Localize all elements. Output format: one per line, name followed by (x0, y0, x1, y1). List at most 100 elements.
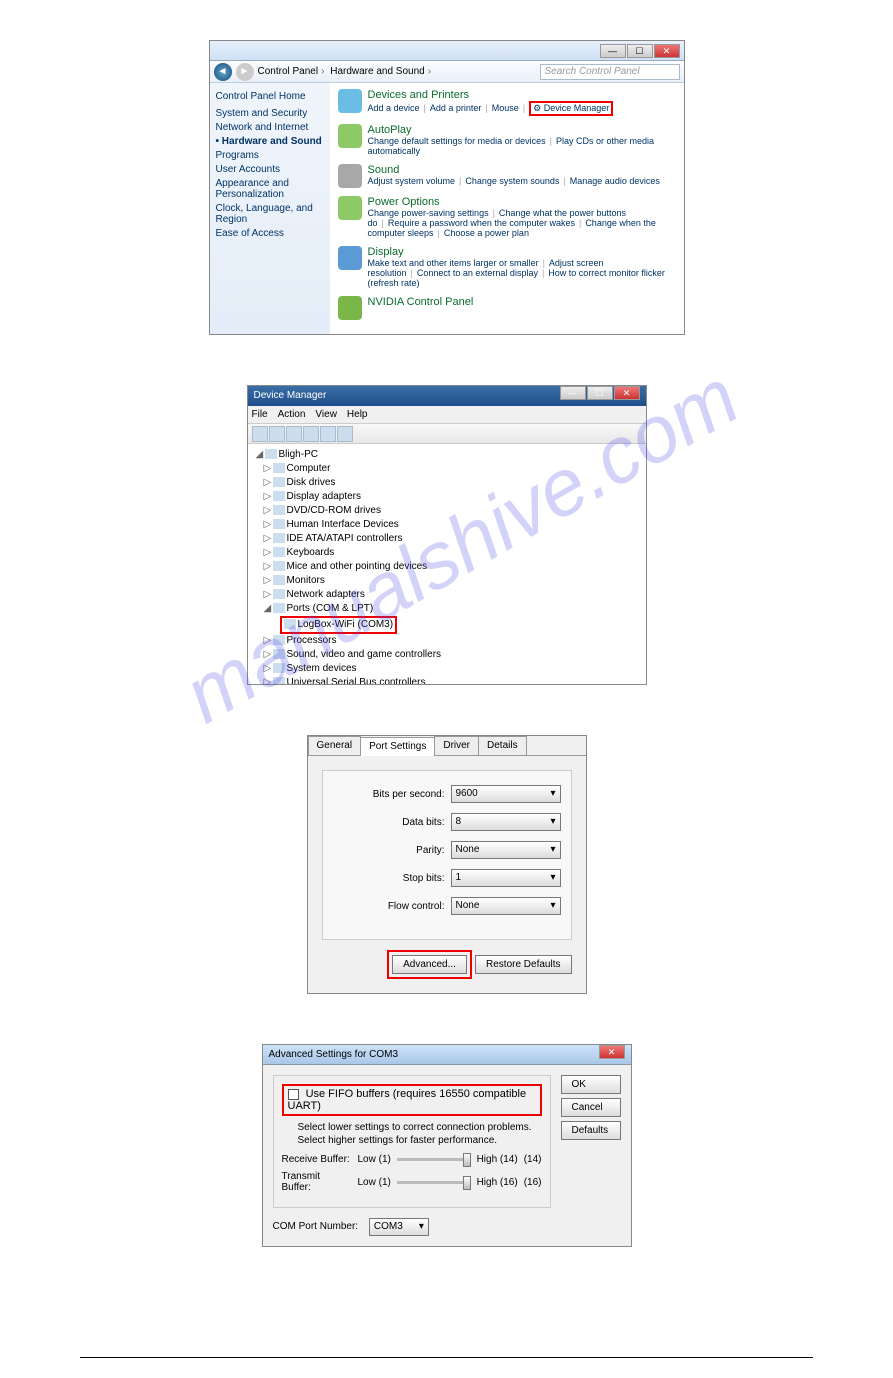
tree-node[interactable]: ▷Sound, video and game controllers (252, 648, 642, 662)
category-link[interactable]: ⚙ Device Manager (529, 101, 613, 116)
device-manager-window: Device Manager — ☐ ✕ FileActionViewHelp … (247, 385, 647, 685)
category: DisplayMake text and other items larger … (338, 246, 676, 288)
field-select[interactable]: None (451, 841, 561, 859)
category-icon (338, 89, 362, 113)
tree-child[interactable]: LogBox-WiFi (COM3) (252, 616, 642, 634)
maximize-button[interactable]: ☐ (587, 386, 613, 400)
category-title[interactable]: Devices and Printers (368, 89, 676, 101)
tab[interactable]: Port Settings (360, 737, 435, 756)
titlebar: Device Manager — ☐ ✕ (248, 386, 646, 406)
tree-node[interactable]: ◢Ports (COM & LPT) (252, 602, 642, 616)
category-link[interactable]: Mouse (492, 103, 519, 113)
category-link[interactable]: Connect to an external display (417, 268, 538, 278)
category-icon (338, 196, 362, 220)
tree-node[interactable]: ▷IDE ATA/ATAPI controllers (252, 532, 642, 546)
category-link[interactable]: Manage audio devices (570, 176, 660, 186)
field-select[interactable]: 9600 (451, 785, 561, 803)
menu-item[interactable]: File (252, 409, 268, 420)
tree-node[interactable]: ▷Processors (252, 634, 642, 648)
category-link[interactable]: Add a device (368, 103, 420, 113)
sidebar-item[interactable]: Network and Internet (216, 122, 324, 133)
category: AutoPlayChange default settings for medi… (338, 124, 676, 156)
menu-item[interactable]: Action (278, 409, 306, 420)
category-title[interactable]: AutoPlay (368, 124, 676, 136)
ok-button[interactable]: OK (561, 1075, 621, 1094)
tab[interactable]: Driver (434, 736, 479, 755)
category-link[interactable]: Require a password when the computer wak… (388, 218, 575, 228)
category: Power OptionsChange power-saving setting… (338, 196, 676, 238)
search-input[interactable]: Search Control Panel (540, 64, 680, 80)
category: SoundAdjust system volume|Change system … (338, 164, 676, 188)
restore-defaults-button[interactable]: Restore Defaults (475, 955, 571, 974)
close-button[interactable]: ✕ (614, 386, 640, 400)
category-icon (338, 124, 362, 148)
hint-text: Select lower settings to correct connect… (298, 1122, 542, 1133)
field-select[interactable]: 1 (451, 869, 561, 887)
close-button[interactable]: ✕ (599, 1045, 625, 1059)
category-link[interactable]: Change system sounds (465, 176, 559, 186)
sidebar-item[interactable]: User Accounts (216, 164, 324, 175)
toolbar[interactable] (248, 424, 646, 444)
tree-node[interactable]: ▷Display adapters (252, 490, 642, 504)
tabs: GeneralPort SettingsDriverDetails (308, 736, 586, 756)
sidebar-item[interactable]: Appearance and Personalization (216, 178, 324, 200)
field-label: Parity: (333, 845, 445, 856)
category: Devices and PrintersAdd a device|Add a p… (338, 89, 676, 116)
advanced-settings-dialog: Advanced Settings for COM3 ✕ Use FIFO bu… (262, 1044, 632, 1247)
advanced-button[interactable]: Advanced... (392, 955, 467, 974)
tab[interactable]: General (308, 736, 362, 755)
nav-bar: ◄ ► Control Panel› Hardware and Sound› S… (210, 61, 684, 83)
category: NVIDIA Control Panel (338, 296, 676, 320)
sidebar-item[interactable]: Programs (216, 150, 324, 161)
sidebar-item[interactable]: System and Security (216, 108, 324, 119)
device-tree[interactable]: ◢Bligh-PC▷Computer▷Disk drives▷Display a… (248, 444, 646, 684)
transmit-buffer-slider[interactable]: Transmit Buffer: Low (1) High (16) (16) (282, 1171, 542, 1193)
menu-bar[interactable]: File Action View Help (248, 406, 646, 424)
sidebar-item[interactable]: Clock, Language, and Region (216, 203, 324, 225)
sidebar-item[interactable]: • Hardware and Sound (216, 136, 324, 147)
category-link[interactable]: Choose a power plan (444, 228, 529, 238)
sidebar-item[interactable]: Ease of Access (216, 228, 324, 239)
field-select[interactable]: 8 (451, 813, 561, 831)
tree-node[interactable]: ▷Disk drives (252, 476, 642, 490)
back-button[interactable]: ◄ (214, 63, 232, 81)
category-title[interactable]: NVIDIA Control Panel (368, 296, 676, 308)
category-icon (338, 296, 362, 320)
fifo-checkbox[interactable] (288, 1089, 299, 1100)
tree-node[interactable]: ▷Monitors (252, 574, 642, 588)
tab[interactable]: Details (478, 736, 527, 755)
tree-node[interactable]: ▷DVD/CD-ROM drives (252, 504, 642, 518)
category-link[interactable]: Adjust system volume (368, 176, 456, 186)
forward-button[interactable]: ► (236, 63, 254, 81)
category-link[interactable]: Change power-saving settings (368, 208, 489, 218)
category-link[interactable]: Change default settings for media or dev… (368, 136, 546, 146)
titlebar: Advanced Settings for COM3 ✕ (263, 1045, 631, 1065)
titlebar: — ☐ ✕ (210, 41, 684, 61)
receive-buffer-slider[interactable]: Receive Buffer: Low (1) High (14) (14) (282, 1154, 542, 1165)
defaults-button[interactable]: Defaults (561, 1121, 621, 1140)
minimize-button[interactable]: — (560, 386, 586, 400)
minimize-button[interactable]: — (600, 44, 626, 58)
cancel-button[interactable]: Cancel (561, 1098, 621, 1117)
tree-root[interactable]: ◢Bligh-PC (252, 448, 642, 462)
menu-item[interactable]: Help (347, 409, 368, 420)
field-select[interactable]: None (451, 897, 561, 915)
category-title[interactable]: Display (368, 246, 676, 258)
maximize-button[interactable]: ☐ (627, 44, 653, 58)
menu-item[interactable]: View (315, 409, 337, 420)
breadcrumb[interactable]: Control Panel› Hardware and Sound› (258, 66, 435, 77)
close-button[interactable]: ✕ (654, 44, 680, 58)
category-title[interactable]: Power Options (368, 196, 676, 208)
tree-node[interactable]: ▷Human Interface Devices (252, 518, 642, 532)
tree-node[interactable]: ▷Computer (252, 462, 642, 476)
com-port-select[interactable]: COM3 (369, 1218, 429, 1236)
tree-node[interactable]: ▷System devices (252, 662, 642, 676)
tree-node[interactable]: ▷Network adapters (252, 588, 642, 602)
category-link[interactable]: Make text and other items larger or smal… (368, 258, 539, 268)
category-link[interactable]: Add a printer (430, 103, 482, 113)
tree-node[interactable]: ▷Keyboards (252, 546, 642, 560)
tree-node[interactable]: ▷Mice and other pointing devices (252, 560, 642, 574)
port-properties-dialog: GeneralPort SettingsDriverDetails Bits p… (307, 735, 587, 994)
tree-node[interactable]: ▷Universal Serial Bus controllers (252, 676, 642, 684)
category-title[interactable]: Sound (368, 164, 676, 176)
